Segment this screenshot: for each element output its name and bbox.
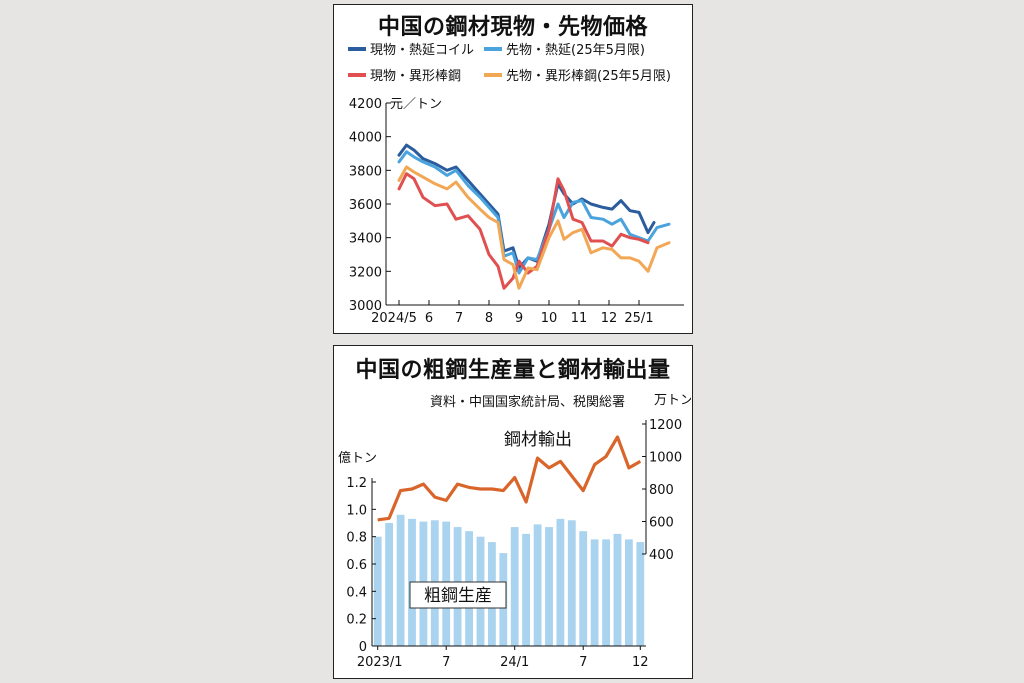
y-tick-label-3200: 3200: [349, 265, 382, 280]
production-bar-1: [373, 536, 382, 646]
x-tick-label-2: 24/1: [500, 655, 529, 670]
production-bar-22: [613, 533, 622, 646]
y-tick-label-3800: 3800: [349, 164, 382, 179]
left-tick-label-4: 0.8: [346, 531, 367, 546]
x-tick-label-4: 12: [632, 655, 649, 670]
x-tick-label-4: 9: [515, 311, 523, 326]
source-note: 資料・中国国家統計局、税関総署: [430, 394, 625, 410]
legend-label-2: 先物・熱延(25年5月限): [506, 43, 645, 58]
production-bar-18: [567, 520, 576, 646]
x-tick-label-1: 7: [442, 655, 450, 670]
legend-label-3: 現物・異形棒鋼: [370, 69, 461, 84]
x-tick-label-8: 25/1: [624, 311, 653, 326]
production-bar-16: [545, 527, 553, 646]
price-chart: 現物・熱延コイル 先物・熱延(25年5月限) 現物・異形棒鋼 先物・異形棒鋼(25年5…: [348, 43, 684, 326]
production-bar-2: [385, 523, 393, 646]
right-tick-label-2: 800: [649, 483, 674, 498]
series-line-4: [397, 165, 671, 290]
right-tick-label-4: 1200: [649, 418, 682, 433]
production-bar-15: [533, 524, 542, 646]
production-bar-24: [636, 542, 645, 646]
y-tick-label-4200: 4200: [349, 97, 382, 112]
x-tick-label-1: 6: [425, 311, 433, 326]
price-chart-panel: 中国の鋼材現物・先物価格 現物・熱延コイル 先物・熱延(25年5月限) 現物・異形棒…: [333, 4, 693, 334]
left-axis-unit: 億トン: [338, 450, 377, 466]
x-tick-label-7: 12: [601, 311, 618, 326]
y-tick-label-3000: 3000: [349, 299, 382, 314]
export-line: [377, 435, 642, 522]
production-bar-21: [602, 539, 610, 646]
x-tick-label-5: 10: [541, 311, 558, 326]
legend-label-1: 現物・熱延コイル: [370, 43, 474, 58]
production-bar-13: [510, 527, 519, 646]
x-tick-label-0: 2023/1: [357, 655, 403, 670]
y-axis-unit: 元／トン: [390, 97, 442, 112]
steel-output-chart-panel: 中国の粗鋼生産量と鋼材輸出量 資料・中国国家統計局、税関総署 0 0.2 0.4 0.6…: [333, 345, 693, 679]
right-axis-unit: 万トン: [654, 393, 691, 408]
left-tick-label-5: 1.0: [346, 503, 367, 518]
series-line-2: [397, 150, 671, 275]
x-tick-label-2: 7: [455, 311, 463, 326]
production-label: 粗鋼生産: [424, 586, 492, 606]
production-label-box: [409, 581, 507, 609]
production-bar-23: [625, 539, 633, 646]
x-tick-label-3: 8: [485, 311, 493, 326]
x-tick-label-3: 7: [579, 655, 587, 670]
right-tick-label-0: 400: [649, 548, 674, 563]
x-tick-label-0: 2024/5: [371, 311, 417, 326]
production-bar-3: [396, 514, 405, 646]
series-line-3: [397, 172, 650, 290]
y-tick-label-3400: 3400: [349, 232, 382, 247]
price-chart-title: 中国の鋼材現物・先物価格: [377, 15, 648, 40]
left-tick-label-1: 0.2: [346, 613, 367, 628]
y-tick-label-3600: 3600: [349, 198, 382, 213]
production-bar-14: [522, 533, 530, 646]
legend-label-4: 先物・異形棒鋼(25年5月限): [506, 69, 671, 84]
steel-output-chart-title: 中国の粗鋼生産量と鋼材輸出量: [355, 358, 671, 383]
steel-output-chart: 資料・中国国家統計局、税関総署 0 0.2 0.4 0.6 0.8 1.0 1.2 億トン 400…: [338, 393, 691, 670]
export-line-label: 鋼材輸出: [504, 430, 572, 450]
y-tick-label-4000: 4000: [349, 131, 382, 146]
left-tick-label-3: 0.6: [346, 558, 367, 573]
left-tick-label-0: 0: [359, 640, 367, 655]
production-bar-20: [590, 539, 599, 646]
left-tick-label-6: 1.2: [346, 476, 367, 491]
production-bar-19: [579, 531, 588, 646]
left-tick-label-2: 0.4: [346, 585, 367, 600]
right-tick-label-1: 600: [649, 516, 674, 531]
production-bar-17: [556, 518, 565, 646]
right-tick-label-3: 1000: [649, 451, 682, 466]
x-tick-label-6: 11: [571, 311, 588, 326]
